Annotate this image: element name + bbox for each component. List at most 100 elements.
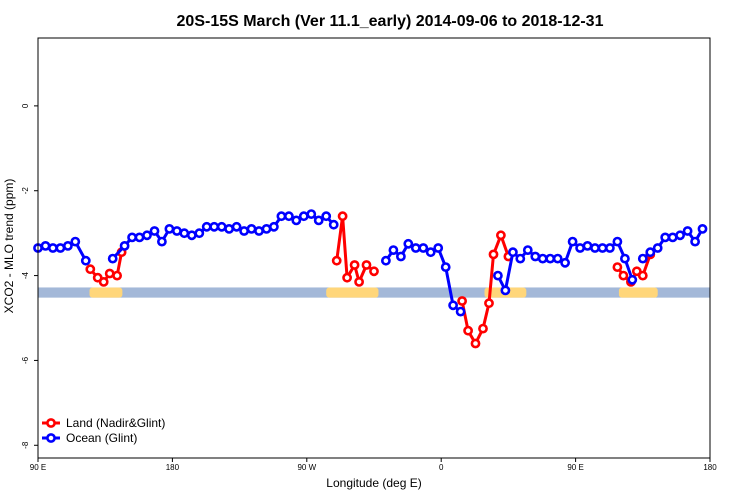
data-point [149,226,160,236]
data-point [645,247,656,258]
data-point [55,243,66,253]
data-point [618,270,629,281]
data-point [395,251,406,262]
data-point [488,249,499,260]
data-point [80,255,91,266]
legend: Land (Nadir&Glint) Ocean (Glint) [42,416,165,445]
data-point [605,243,615,253]
x-tick-label: 90 W [297,463,316,472]
data-point [552,253,563,264]
x-axis: 90 E 180 90 W 0 90 E 180 [30,458,717,472]
legend-entry-land: Land (Nadir&Glint) [42,416,165,430]
data-point [455,306,466,317]
data-point [194,228,205,239]
data-point [612,262,623,272]
data-point [283,211,294,222]
data-point [500,285,511,296]
data-point [209,221,220,232]
data-point [313,215,324,226]
legend-land-marker [46,418,56,428]
x-tick-label: 90 E [30,463,46,472]
data-point [410,243,421,253]
data-point [331,255,342,266]
data-coverage-band [38,287,710,298]
data-point [440,262,451,272]
data-point [342,272,352,283]
data-point [276,211,287,222]
legend-ocean-marker [46,433,56,443]
data-point [321,211,332,222]
data-point [690,236,700,247]
legend-ocean-label: Ocean (Glint) [66,431,137,445]
y-tick-label: -8 [21,441,30,449]
data-point [388,245,399,255]
x-tick-label: 90 E [567,463,583,472]
data-point [298,211,309,222]
data-point [418,243,429,253]
data-point [457,296,467,306]
data-point [582,240,593,251]
chart-title: 20S-15S March (Ver 11.1_early) 2014-09-0… [177,13,604,30]
data-point [448,300,458,311]
data-point [246,223,257,234]
data-point [224,223,234,234]
data-point [660,232,671,243]
data-point [231,221,242,232]
data-point [291,215,302,226]
data-point [268,221,279,232]
y-tick-label: -6 [21,356,30,364]
data-point [380,255,391,266]
band-land [618,287,658,298]
data-point [478,323,488,334]
data-point [179,228,190,239]
x-tick-label: 0 [439,463,444,472]
data-point [433,243,444,253]
data-point [470,338,481,349]
data-point [492,270,503,281]
y-axis: 0 -2 -4 -6 -8 [21,103,38,449]
data-point [620,253,630,264]
x-tick-label: 180 [166,463,180,472]
series-ocean [33,209,708,317]
y-tick-label: -2 [21,187,30,195]
data-point [349,260,360,270]
data-point [567,236,578,247]
y-tick-label: 0 [21,103,30,108]
data-point [652,243,663,253]
plot-frame [37,37,711,459]
data-point [361,260,372,270]
data-point [425,247,436,258]
data-point [119,240,130,251]
data-point [186,230,197,241]
data-point [369,266,379,277]
series-layer [33,209,708,349]
data-point [545,253,556,264]
data-point [612,236,623,247]
x-axis-label: Longitude (deg E) [326,476,421,490]
data-point [537,253,548,264]
data-point [70,236,81,247]
legend-entry-ocean: Ocean (Glint) [42,431,137,445]
data-point [142,230,152,241]
data-point [48,243,58,253]
data-point [201,221,212,232]
data-point [682,226,693,236]
data-point [85,264,96,275]
data-point [112,270,122,281]
data-point [337,211,348,222]
data-point [403,238,414,249]
data-point [354,276,364,287]
band-land [89,287,123,298]
y-axis-label: XCO2 - MLO trend (ppm) [2,179,16,314]
data-point [306,209,317,219]
data-point [463,325,473,336]
data-point [134,232,145,243]
data-point [156,236,167,247]
data-point [590,243,600,253]
data-point [98,276,109,287]
data-point [560,257,570,268]
data-point [627,274,638,285]
data-point [637,253,648,264]
data-point [697,223,708,234]
data-point [63,240,73,251]
